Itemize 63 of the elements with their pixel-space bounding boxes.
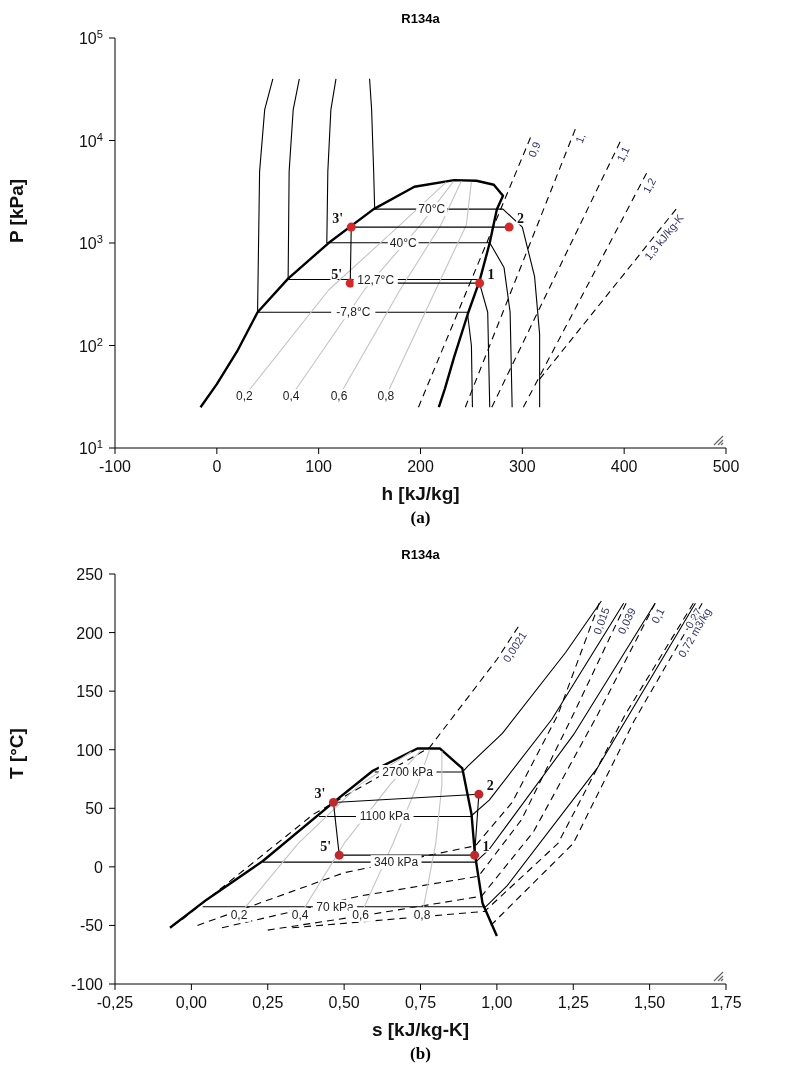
x-tick-label: 100 [305, 458, 333, 475]
text: (b) [409, 1044, 432, 1065]
annotation: 0,8 [377, 389, 395, 404]
annotation: 2 [517, 211, 525, 227]
annotation: 3' [314, 786, 326, 802]
annotation: 0,2 [235, 389, 253, 404]
text: 1, [573, 131, 588, 145]
x-tick-label: 0,00 [175, 994, 208, 1011]
annotation: 40°C [389, 235, 417, 250]
x-tick-label: 0,25 [252, 994, 284, 1011]
x-tick-label: 1,75 [710, 994, 742, 1011]
x-tick-label: 0 [212, 458, 222, 475]
y-axis-title: P [kPa] [5, 178, 27, 243]
y-tick-label: 100 [76, 741, 104, 759]
x-tick-label: 300 [508, 458, 536, 475]
annotation: 5' [320, 839, 332, 855]
x-tick-label: -100 [98, 458, 132, 475]
y-tick-label: 150 [76, 683, 104, 701]
y-axis-title: T [°C] [5, 728, 27, 779]
annotation: 70°C [418, 202, 446, 217]
text: 0,039 [615, 605, 638, 636]
y-tick-label: -50 [79, 917, 104, 935]
annotation: 0,6 [330, 389, 348, 404]
annotation: 3' [332, 211, 344, 227]
annotation: 2700 kPa [382, 764, 434, 779]
y-tick-label: 0 [94, 858, 104, 876]
text: 0,9 [525, 140, 543, 159]
y-tick-label: 10$^{2}$ [78, 335, 103, 355]
y-tick-label: 50 [85, 800, 104, 818]
y-tick-label: -100 [70, 976, 104, 993]
y-tick-label: 250 [76, 566, 104, 583]
x-tick-label: 1,00 [481, 994, 513, 1011]
annotation: 0,4 [282, 389, 300, 404]
y-tick-label: 10$^{1}$ [78, 438, 103, 457]
annotation: 5' [331, 267, 343, 283]
x-axis-title: h [kJ/kg] [381, 483, 460, 504]
y-tick-label: 10$^{3}$ [78, 233, 103, 252]
x-tick-label: 500 [712, 458, 740, 475]
text: 0,1 [648, 605, 667, 626]
text: 1,1 [614, 144, 632, 164]
annotation: 1100 kPa [359, 809, 410, 824]
x-tick-label: 1,50 [634, 994, 666, 1011]
annotation: -7,8°C [336, 305, 371, 320]
x-tick-label: 1,25 [557, 994, 589, 1011]
x-tick-label: 0,75 [404, 994, 437, 1011]
y-tick-label: 10$^{5}$ [78, 28, 103, 47]
text: 0,015 [590, 605, 612, 636]
annotation: 12,7°C [357, 272, 395, 287]
chart-title: R134a [400, 546, 441, 564]
text: 1,2 [640, 175, 659, 195]
x-tick-label: 400 [610, 458, 638, 475]
x-tick-label: -0,25 [96, 994, 134, 1011]
y-tick-label: 10$^{4}$ [78, 130, 103, 150]
x-tick-label: 0,50 [328, 994, 360, 1011]
x-tick-label: 200 [407, 458, 434, 475]
annotation: 340 kPa [374, 855, 419, 870]
annotation: 1 [487, 267, 495, 283]
y-tick-label: 200 [76, 624, 104, 642]
x-axis-title: s [kJ/kg-K] [371, 1019, 470, 1040]
annotation: 1 [482, 839, 490, 855]
chart-title: R134a [401, 11, 440, 26]
text: (a) [409, 508, 432, 529]
annotation: 2 [486, 778, 494, 794]
